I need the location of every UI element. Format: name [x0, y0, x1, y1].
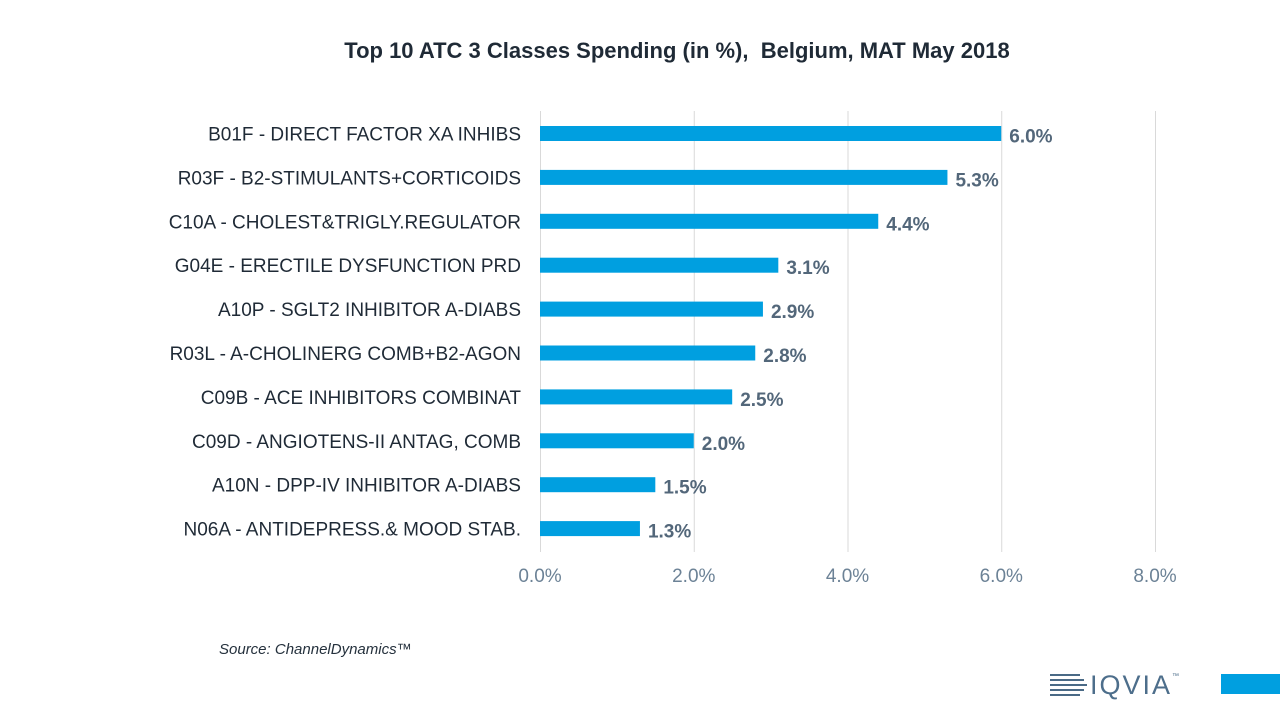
data-label: 3.1%	[786, 258, 829, 279]
chart-title: Top 10 ATC 3 Classes Spending (in %), Be…	[344, 38, 1010, 63]
logo-trademark: ™	[1172, 673, 1180, 680]
category-label: B01F - DIRECT FACTOR XA INHIBS	[208, 125, 521, 146]
x-tick-label: 4.0%	[826, 566, 869, 587]
data-label: 1.5%	[663, 478, 706, 499]
bar	[540, 389, 733, 405]
category-label: G04E - ERECTILE DYSFUNCTION PRD	[175, 256, 521, 277]
logo-text: IQVIA	[1090, 670, 1173, 700]
data-label: 1.3%	[648, 522, 691, 543]
category-label: A10N - DPP-IV INHIBITOR A-DIABS	[212, 476, 521, 497]
bar	[540, 257, 779, 273]
x-tick-label: 2.0%	[672, 566, 715, 587]
data-label: 2.0%	[702, 434, 745, 455]
category-label: N06A - ANTIDEPRESS.& MOOD STAB.	[183, 520, 521, 541]
category-label: R03F - B2-STIMULANTS+CORTICOIDS	[178, 168, 521, 189]
category-label: A10P - SGLT2 INHIBITOR A-DIABS	[218, 300, 521, 321]
bar	[540, 301, 763, 317]
data-label: 4.4%	[886, 214, 929, 235]
category-label: C09B - ACE INHIBITORS COMBINAT	[201, 388, 522, 409]
logo-lines-icon	[1050, 674, 1087, 696]
category-label: R03L - A-CHOLINERG COMB+B2-AGON	[170, 344, 521, 365]
x-tick-label: 6.0%	[980, 566, 1023, 587]
bar	[540, 126, 1002, 141]
bar	[540, 433, 694, 449]
data-label: 2.8%	[763, 346, 806, 367]
bar	[540, 169, 948, 185]
source-note: Source: ChannelDynamics™	[219, 641, 412, 658]
x-tick-label: 0.0%	[518, 566, 561, 587]
data-label: 2.9%	[771, 302, 814, 323]
bar	[540, 521, 640, 537]
data-label: 5.3%	[955, 170, 998, 191]
data-label: 6.0%	[1009, 127, 1052, 148]
bar	[540, 477, 656, 493]
data-label: 2.5%	[740, 390, 783, 411]
iqvia-logo: IQVIA ™	[1050, 671, 1179, 699]
bar	[540, 213, 879, 229]
category-label: C10A - CHOLEST&TRIGLY.REGULATOR	[169, 212, 521, 233]
category-label: C09D - ANGIOTENS-II ANTAG, COMB	[192, 432, 521, 453]
x-tick-label: 8.0%	[1133, 566, 1176, 587]
bar	[540, 345, 756, 361]
brand-accent-bar	[1221, 674, 1280, 694]
